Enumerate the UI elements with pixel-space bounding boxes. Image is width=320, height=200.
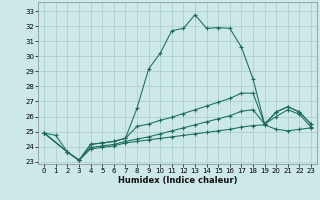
X-axis label: Humidex (Indice chaleur): Humidex (Indice chaleur) — [118, 176, 237, 185]
